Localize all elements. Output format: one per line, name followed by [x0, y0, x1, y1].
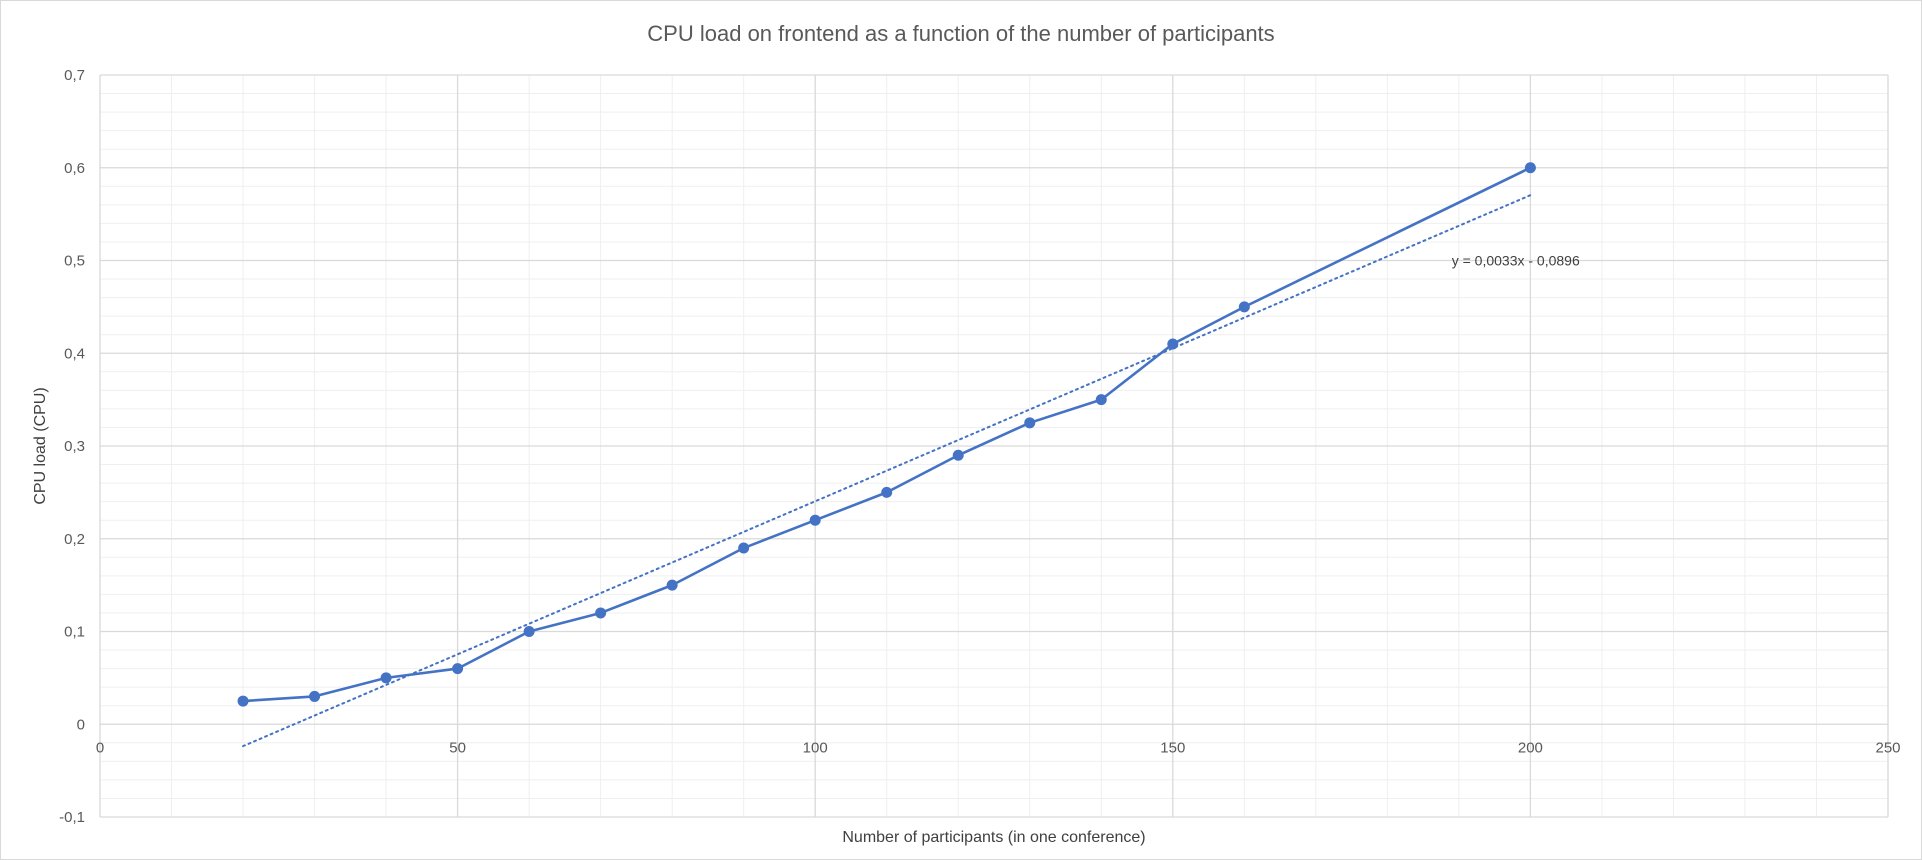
data-point: [1095, 394, 1107, 406]
data-point: [1524, 162, 1536, 174]
data-point: [952, 449, 964, 461]
x-axis-title: Number of participants (in one conferenc…: [842, 829, 1145, 846]
y-axis-tick-labels: -0,1 0 0,1 0,2 0,3 0,4 0,5 0,6 0,7: [59, 67, 85, 826]
y-tick-label: 0,2: [64, 531, 85, 548]
data-point: [881, 486, 893, 498]
data-point: [380, 672, 392, 684]
x-tick-label: 100: [803, 739, 828, 756]
x-tick-label: 0: [96, 739, 104, 756]
y-axis-title: CPU load (CPU): [32, 387, 49, 504]
trendline-group: y = 0,0033x - 0,0896: [242, 194, 1580, 748]
major-gridlines: [99, 74, 1889, 818]
trendline-equation-label: y = 0,0033x - 0,0896: [1452, 253, 1580, 269]
y-tick-label: 0,7: [64, 67, 85, 84]
x-axis-tick-labels: 0 50 100 150 200 250: [96, 739, 1901, 756]
data-point: [738, 542, 750, 554]
x-tick-label: 250: [1875, 739, 1900, 756]
series-line: [242, 166, 1531, 703]
data-point: [237, 695, 249, 707]
y-tick-label: 0,1: [64, 624, 85, 641]
data-point: [1024, 417, 1036, 429]
data-point: [1167, 338, 1179, 350]
chart-title: CPU load on frontend as a function of th…: [647, 21, 1274, 46]
data-point: [1238, 301, 1250, 313]
data-point: [666, 579, 678, 591]
y-tick-label: 0,5: [64, 253, 85, 270]
y-tick-label: 0,3: [64, 438, 85, 455]
data-point: [309, 690, 321, 702]
data-point: [595, 607, 607, 619]
y-tick-label: 0,6: [64, 160, 85, 177]
y-tick-label: 0: [77, 716, 85, 733]
data-point: [452, 663, 464, 675]
y-tick-label: 0,4: [64, 345, 85, 362]
x-tick-label: 150: [1160, 739, 1185, 756]
trendline: [242, 194, 1532, 748]
y-tick-label: -0,1: [59, 809, 85, 826]
data-point: [809, 514, 821, 526]
data-point: [523, 626, 535, 637]
x-tick-label: 50: [449, 739, 466, 756]
x-tick-label: 200: [1518, 739, 1543, 756]
series-group: [237, 162, 1536, 707]
